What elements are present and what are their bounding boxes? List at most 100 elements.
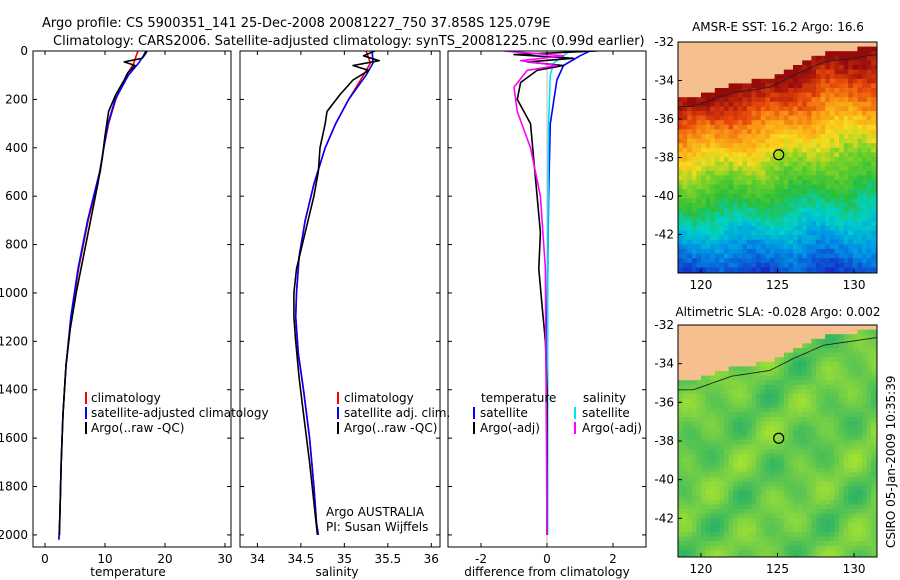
map-cell — [770, 267, 775, 273]
map-cell — [816, 472, 821, 478]
map-cell — [760, 46, 766, 52]
map-cell — [733, 518, 739, 524]
map-cell — [724, 106, 729, 112]
map-cell — [765, 371, 771, 376]
map-cell — [682, 51, 688, 57]
map-cell — [839, 334, 844, 340]
map-cell — [737, 527, 743, 533]
map-cell — [696, 476, 702, 482]
map-cell — [811, 258, 817, 264]
map-cell — [691, 550, 697, 556]
map-cell — [825, 203, 831, 208]
map-cell — [770, 244, 775, 250]
map-cell — [811, 180, 817, 185]
map-cell — [728, 230, 734, 236]
map-cell — [747, 509, 752, 514]
map-cell — [728, 239, 734, 245]
map-cell — [747, 161, 752, 167]
map-cell — [687, 398, 693, 404]
map-cell — [765, 65, 771, 70]
map-cell — [714, 88, 720, 93]
map-cell — [783, 244, 789, 250]
map-cell — [843, 361, 849, 367]
map-cell — [737, 426, 743, 432]
map-cell — [733, 513, 739, 519]
map-cell — [710, 78, 716, 84]
map-cell — [816, 111, 821, 116]
map-cell — [825, 472, 831, 478]
map-cell — [811, 111, 817, 116]
map-cell — [871, 212, 877, 218]
map-cell — [820, 138, 826, 144]
map-cell — [765, 189, 771, 195]
map-cell — [742, 453, 748, 459]
map-cell — [848, 106, 854, 112]
map-cell — [797, 262, 803, 268]
map-cell — [728, 65, 734, 70]
map-cell — [843, 161, 849, 167]
map-cell — [705, 198, 711, 204]
map-cell — [820, 65, 826, 70]
map-cell — [783, 78, 789, 84]
map-cell — [714, 111, 720, 116]
map-cell — [724, 46, 729, 52]
map-cell — [756, 203, 762, 208]
map-cell — [733, 170, 739, 176]
map-cell — [839, 375, 844, 381]
map-cell — [866, 555, 872, 557]
map-cell — [783, 212, 789, 218]
y-tick-label: -40 — [654, 189, 674, 203]
map-cell — [714, 157, 720, 162]
map-cell — [691, 490, 697, 496]
map-cell — [848, 203, 854, 208]
map-cell — [825, 88, 831, 93]
map-cell — [802, 97, 808, 103]
map-cell — [733, 536, 739, 542]
map-cell — [756, 412, 762, 418]
map-cell — [737, 343, 743, 349]
map-cell — [875, 481, 877, 487]
map-cell — [806, 440, 812, 445]
map-cell — [797, 463, 803, 468]
map-cell — [783, 198, 789, 204]
map-cell — [742, 357, 748, 363]
map-cell — [696, 55, 702, 61]
map-cell — [724, 235, 729, 241]
map-cell — [678, 352, 683, 358]
map-cell — [733, 527, 739, 533]
map-cell — [710, 124, 716, 130]
map-cell — [760, 115, 766, 121]
map-cell — [682, 555, 688, 557]
map-cell — [866, 244, 872, 250]
map-cell — [871, 111, 877, 116]
map-cell — [779, 65, 785, 70]
map-cell — [811, 46, 817, 52]
map-cell — [820, 42, 826, 47]
map-cell — [834, 258, 840, 264]
map-cell — [747, 527, 752, 533]
map-cell — [866, 499, 872, 505]
map-cell — [816, 541, 821, 547]
map-cell — [719, 124, 725, 130]
map-cell — [728, 69, 734, 75]
map-cell — [742, 518, 748, 524]
map-cell — [696, 486, 702, 491]
map-cell — [779, 449, 785, 455]
map-cell — [839, 170, 844, 176]
map-cell — [797, 555, 803, 557]
map-cell — [866, 262, 872, 268]
map-cell — [820, 97, 826, 103]
map-cell — [737, 101, 743, 107]
map-cell — [760, 203, 766, 208]
map-cell — [848, 212, 854, 218]
map-cell — [687, 394, 693, 399]
map-cell — [788, 536, 794, 542]
map-cell — [756, 518, 762, 524]
map-cell — [710, 203, 716, 208]
map-cell — [866, 239, 872, 245]
map-cell — [705, 536, 711, 542]
map-cell — [816, 513, 821, 519]
map-cell — [788, 440, 794, 445]
map-cell — [687, 458, 693, 464]
map-cell — [779, 504, 785, 510]
